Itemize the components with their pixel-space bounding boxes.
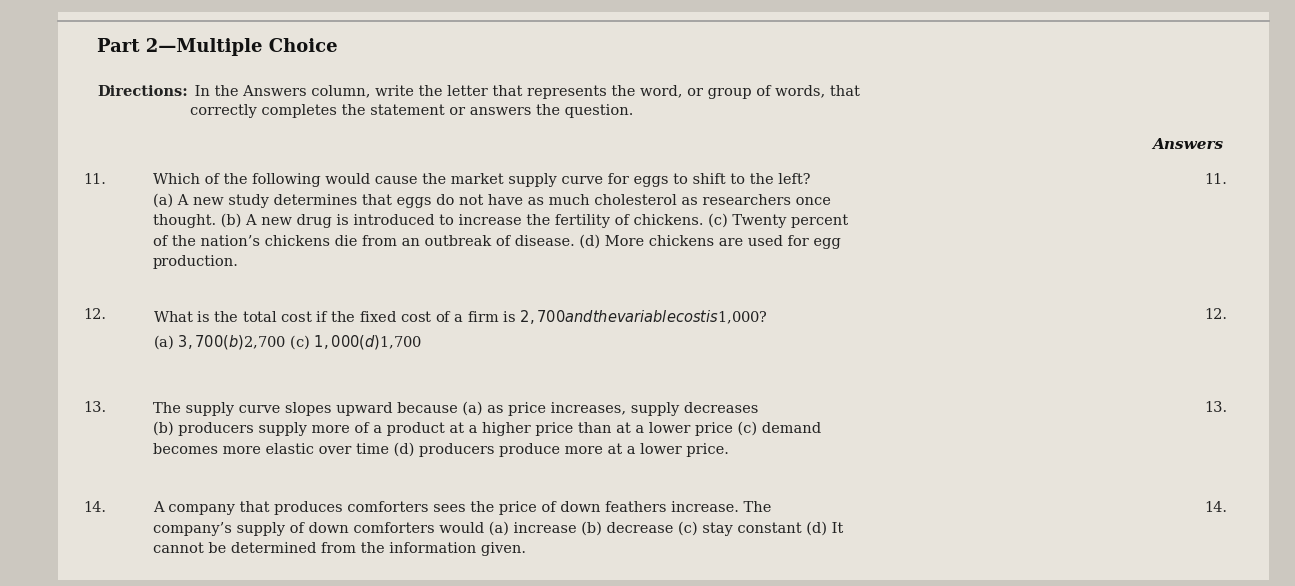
Text: 14.: 14. bbox=[1204, 501, 1228, 515]
Text: 11.: 11. bbox=[83, 173, 106, 187]
Text: In the Answers column, write the letter that represents the word, or group of wo: In the Answers column, write the letter … bbox=[190, 85, 860, 118]
Text: 14.: 14. bbox=[83, 501, 106, 515]
FancyBboxPatch shape bbox=[58, 12, 1269, 580]
Text: 13.: 13. bbox=[1204, 401, 1228, 415]
Text: Part 2—Multiple Choice: Part 2—Multiple Choice bbox=[97, 38, 338, 56]
Text: 12.: 12. bbox=[1204, 308, 1228, 322]
Text: 13.: 13. bbox=[83, 401, 106, 415]
Text: Which of the following would cause the market supply curve for eggs to shift to : Which of the following would cause the m… bbox=[153, 173, 848, 269]
Text: Answers: Answers bbox=[1153, 138, 1224, 152]
Text: A company that produces comforters sees the price of down feathers increase. The: A company that produces comforters sees … bbox=[153, 501, 843, 556]
Text: 12.: 12. bbox=[83, 308, 106, 322]
Text: The supply curve slopes upward because (a) as price increases, supply decreases
: The supply curve slopes upward because (… bbox=[153, 401, 821, 457]
Text: 11.: 11. bbox=[1204, 173, 1228, 187]
Text: Directions:: Directions: bbox=[97, 85, 188, 99]
Text: What is the total cost if the fixed cost of a firm is $2,700 and the variable co: What is the total cost if the fixed cost… bbox=[153, 308, 768, 351]
